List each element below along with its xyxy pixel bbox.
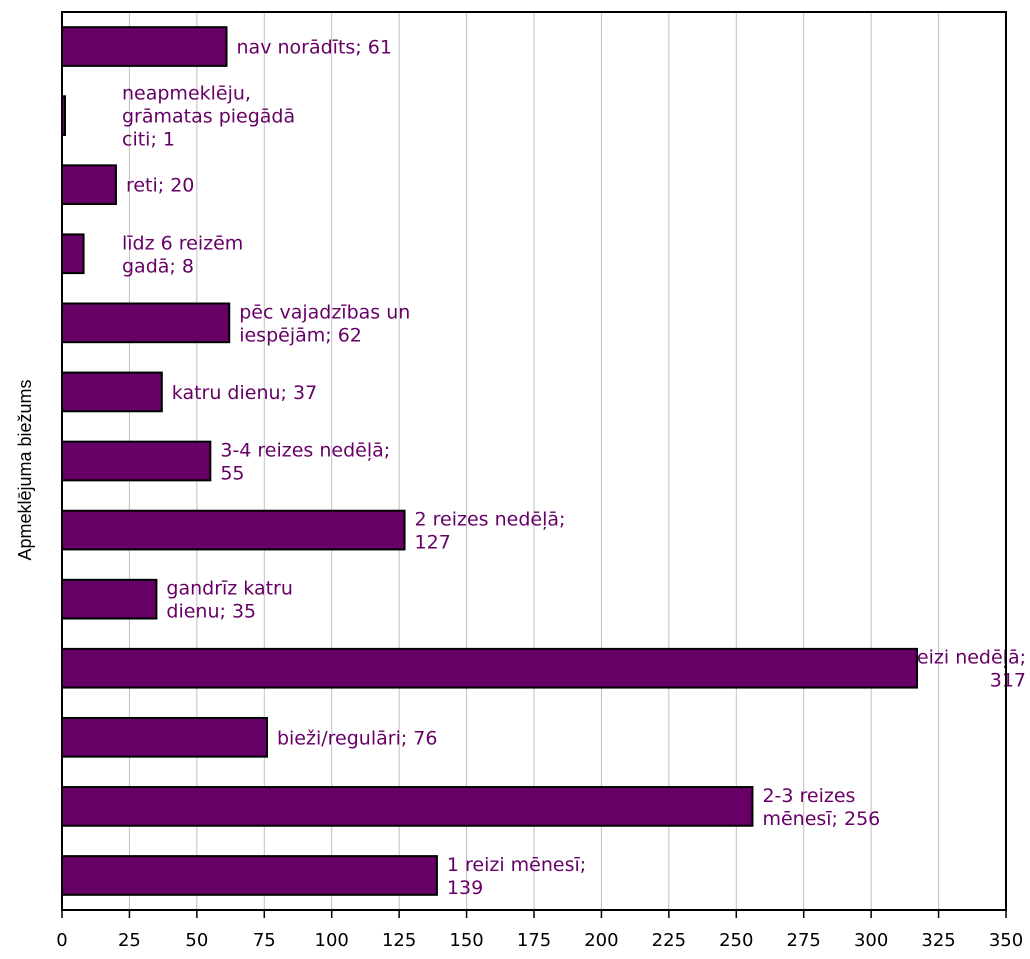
x-tick-label: 50 <box>185 930 208 951</box>
bar <box>61 855 438 896</box>
data-label: reti; 20 <box>126 175 194 197</box>
bar <box>61 440 212 482</box>
x-tick-label: 250 <box>719 930 753 951</box>
bar <box>61 509 406 551</box>
x-tick-label: 150 <box>449 930 483 951</box>
data-label: dienu; 35 <box>166 601 256 623</box>
x-tick-label: 275 <box>787 930 821 951</box>
data-label: 1 reizi mēnesī; <box>447 854 586 876</box>
bar <box>61 647 918 689</box>
x-axis: 0 25 50 75 100 125 150 175 200 225 250 275 300 325 350 <box>56 910 1023 951</box>
data-labels: nav norādīts; 61 neapmeklēju,grāmatas pie… <box>122 37 1026 899</box>
data-label: bieži/regulāri; 76 <box>277 727 438 749</box>
data-label: pēc vajadzības un <box>239 301 410 323</box>
bar <box>61 371 163 413</box>
data-label: 3-4 reizes nedēļā; <box>220 440 390 462</box>
bar <box>61 578 158 620</box>
grid-lines <box>128 12 940 910</box>
data-label: neapmeklēju, <box>122 83 251 105</box>
y-axis-label: Apmeklējuma biežums <box>15 379 35 560</box>
bar <box>61 26 228 67</box>
bar <box>61 233 85 275</box>
data-label: grāmatas piegādā <box>122 106 295 128</box>
data-label: mēnesī; 256 <box>762 808 880 830</box>
x-tick-label: 350 <box>989 930 1023 951</box>
bar <box>61 786 754 827</box>
data-label: 2-3 reizes <box>762 785 855 807</box>
data-label: 139 <box>447 877 483 899</box>
x-tick-label: 200 <box>584 930 618 951</box>
bar <box>61 164 117 206</box>
bars <box>61 26 918 896</box>
data-label: līdz 6 reizēm <box>122 232 243 254</box>
bar <box>61 302 231 344</box>
x-tick-label: 300 <box>854 930 888 951</box>
bar <box>61 716 268 758</box>
data-label: gandrīz katru <box>166 578 293 600</box>
data-label: katru dienu; 37 <box>172 382 317 404</box>
data-label: 2 reizes nedēļā; <box>415 509 566 531</box>
data-label: gadā; 8 <box>122 255 194 277</box>
data-label: iespējām; 62 <box>239 324 362 346</box>
data-label: 127 <box>415 532 451 554</box>
data-label: 317 <box>990 670 1026 692</box>
x-tick-label: 100 <box>315 930 349 951</box>
x-tick-label: 75 <box>253 930 276 951</box>
x-tick-label: 25 <box>118 930 141 951</box>
data-label: 1 reizi nedēļā; <box>891 647 1026 669</box>
x-tick-label: 175 <box>517 930 551 951</box>
x-tick-label: 325 <box>921 930 955 951</box>
x-tick-label: 125 <box>382 930 416 951</box>
data-label: nav norādīts; 61 <box>237 37 392 59</box>
x-tick-label: 0 <box>56 930 67 951</box>
data-label: 55 <box>220 463 244 485</box>
data-label: citi; 1 <box>122 129 175 151</box>
x-tick-label: 225 <box>652 930 686 951</box>
